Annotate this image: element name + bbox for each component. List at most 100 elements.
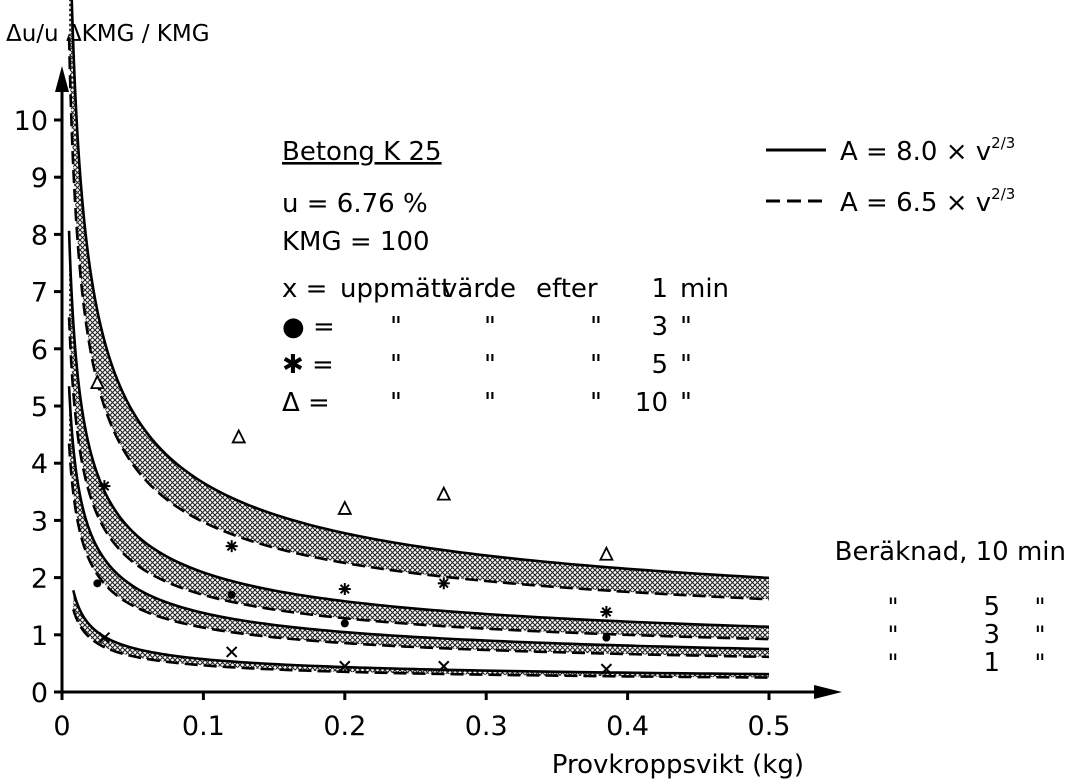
marker-star-stroke [99,481,110,492]
marker-row-col1: " [390,350,402,380]
right-row-value: 1 [983,648,1000,678]
right-row-ditto: " [887,649,898,677]
y-axis-label: Δu/u ΔKMG / KMG [6,21,210,47]
y-tick-label: 7 [31,278,48,309]
data-point-x [438,660,450,672]
marker-row-symbol: ● = [282,312,335,342]
right-row-value: 5 [983,592,1000,622]
data-point-triangle [337,499,353,515]
legend-dashed-exp: 2/3 [991,185,1015,203]
data-point-x [225,646,238,658]
legend: A = 8.0 × v2/3 A = 6.5 × v2/3 [766,134,1015,218]
band-upper-line-10min [70,0,770,580]
marker-row-value: 5 [651,350,668,380]
marker-x-stroke [98,631,111,644]
band-lower-line-1min [72,609,770,679]
x-axis-label: Provkroppsvikt (kg) [552,750,804,780]
right-row-value: 3 [983,620,1000,650]
x-tick-label: 0.4 [606,711,649,742]
data-point-x [339,660,351,672]
marker-row-col3: " [590,388,602,418]
band-upper-line-5min [67,230,770,629]
y-tick-label: 4 [31,449,48,480]
band-upper-line-1min [72,590,770,676]
data-point-triangle [89,374,105,390]
marker-star-stroke [226,541,237,552]
data-point-star [225,540,238,553]
info-title: Betong K 25 [282,137,442,167]
band-lower-line-10min [67,37,770,601]
marker-row-symbol: ✱ = [282,350,334,380]
marker-x-stroke [600,663,613,675]
marker-row-col1: " [390,312,402,342]
marker-star-stroke [438,578,449,589]
data-point-star [98,480,111,493]
marker-star-stroke [601,606,612,617]
data-point-dot [227,590,236,599]
data-point-dot [602,633,611,642]
marker-row-unit: " [680,388,692,418]
bands [67,0,770,679]
legend-dashed-text: A = 6.5 × v [840,188,991,218]
data-point-star [338,583,351,596]
marker-star-stroke [339,584,350,594]
x-tick-label: 0 [53,711,70,742]
marker-row-value: 10 [635,388,668,418]
info-block: Betong K 25 u = 6.76 % KMG = 100 x = uppm… [282,137,729,418]
y-tick-label: 3 [31,506,48,537]
y-tick-label: 1 [31,621,48,652]
marker-row-value: 3 [651,312,668,342]
info-kmg: KMG = 100 [282,227,430,257]
y-tick-label: 5 [31,392,48,423]
y-tick-label: 10 [14,106,48,137]
x-ticks: 0 0.1 0.2 0.3 0.4 0.5 [53,692,790,742]
marker-row-symbol: Δ = [282,388,330,418]
y-tick-label: 9 [31,163,48,194]
data-point-x [98,631,111,644]
data-point-triangle [231,428,247,444]
legend-solid-exp: 2/3 [991,134,1015,152]
marker-x-stroke [339,660,351,672]
y-tick-label: 2 [31,564,48,595]
marker-row-col1: " [390,388,402,418]
right-row-ditto: " [887,621,898,649]
marker-row-col3: efter [536,274,598,304]
band-lower-line-3min [67,443,770,659]
data-point-star [600,605,613,618]
marker-row-col2: " [484,312,496,342]
marker-row-col1: uppmätt [340,274,451,304]
marker-row-unit: " [680,350,692,380]
x-tick-label: 0.5 [748,711,791,742]
data-point-dot [340,619,349,628]
marker-x-stroke [225,646,238,658]
band-upper-line-3min [67,386,770,651]
marker-row-unit: " [680,312,692,342]
marker-row-unit: min [680,274,729,304]
band-lower-line-5min [67,317,770,641]
marker-row-col3: " [590,312,602,342]
y-tick-label: 0 [31,678,48,709]
marker-row-col2: " [484,350,496,380]
data-point-star [437,577,450,590]
axes [55,66,842,699]
marker-row-value: 1 [651,274,668,304]
right-heading: Beräknad, 10 min [835,537,1066,567]
right-row-unit: " [1034,621,1045,649]
legend-solid-label: A = 8.0 × v2/3 [840,134,1015,167]
data-point-dot [93,579,102,588]
right-row-unit: " [1034,649,1045,677]
legend-solid-text: A = 8.0 × v [840,137,991,167]
marker-row-col3: " [590,350,602,380]
right-rows: " 5 "" 3 "" 1 " [887,592,1045,678]
right-row-unit: " [1034,593,1045,621]
y-tick-label: 6 [31,335,48,366]
x-tick-label: 0.1 [182,711,225,742]
legend-dashed-label: A = 6.5 × v2/3 [840,185,1015,218]
data-point-triangle [436,485,452,501]
x-axis-arrow [814,685,842,699]
info-u: u = 6.76 % [282,189,428,219]
data-point-x [600,663,613,675]
marker-row-col2: " [484,388,496,418]
